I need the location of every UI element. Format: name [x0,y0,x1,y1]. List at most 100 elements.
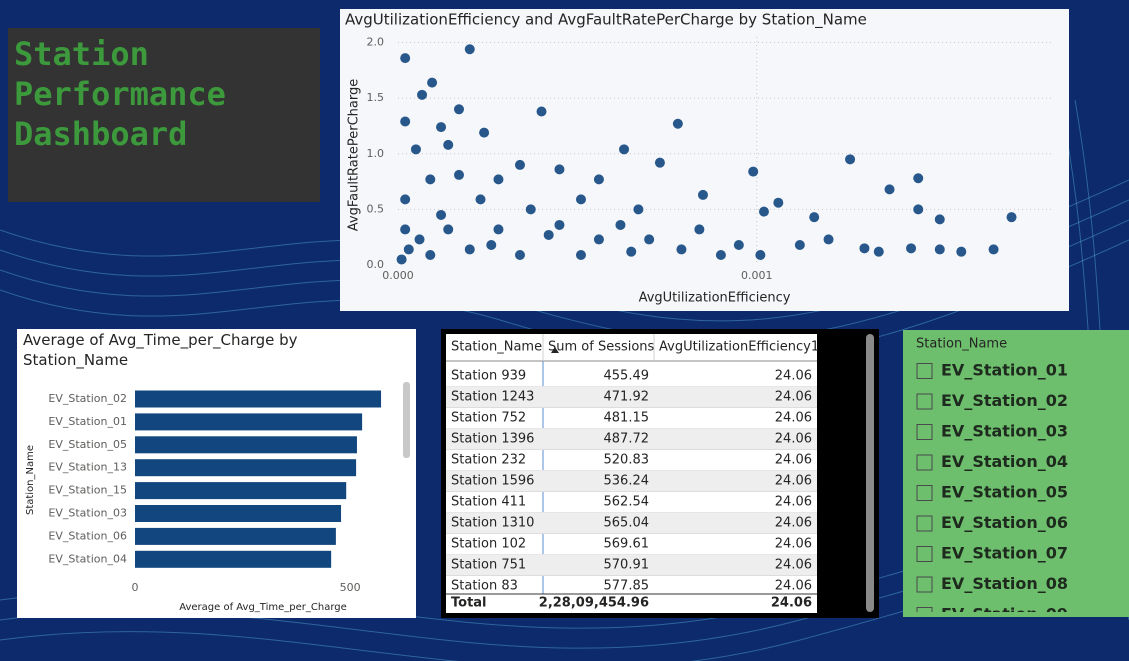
table-cell: 487.72 [604,432,650,447]
bar [135,482,347,500]
x-tick-label: 0.001 [741,269,773,282]
table-cell: Station 1243 [451,390,534,405]
x-axis-title: Average of Avg_Time_per_Charge [179,602,347,613]
scatter-point [809,212,820,223]
y-tick-label: EV_Station_02 [48,392,127,405]
scatter-point [400,194,411,205]
slicer-checkbox[interactable] [916,363,933,379]
scatter-point [525,204,536,215]
y-tick-label: EV_Station_13 [48,461,127,474]
y-tick-label: EV_Station_04 [48,552,127,565]
scatter-point [715,249,726,260]
total-cell: 24.06 [771,596,812,611]
total-cell: Total [451,596,487,611]
table-cell: Station 102 [451,537,526,552]
table-cell: Station 411 [451,495,526,510]
table-cell: 24.06 [775,537,812,552]
scatter-point [400,116,411,127]
slicer-item[interactable]: EV_Station_05 [941,483,1068,502]
y-tick-label: 0.0 [367,258,385,271]
bar [135,459,357,477]
table-scrollbar[interactable] [866,334,874,612]
x-tick-label: 0 [132,581,139,594]
slicer-item[interactable]: EV_Station_09 [941,605,1068,624]
scatter-point [554,219,565,230]
scatter-point [493,174,504,185]
scatter-point [593,174,604,185]
slicer-item[interactable]: EV_Station_02 [941,391,1068,410]
y-tick-label: 1.0 [367,147,385,160]
scatter-point [913,204,924,215]
row-band [446,512,817,534]
scatter-point [1006,212,1017,223]
slicer-checkbox[interactable] [916,576,933,593]
scatter-point [414,234,425,245]
table-cell: 24.06 [775,474,812,489]
slicer-item[interactable]: EV_Station_06 [941,513,1068,532]
scatter-point [873,246,884,257]
scatter-panel [340,9,1069,311]
scatter-point [988,244,999,255]
scatter-point [453,104,464,115]
table-cell: 24.06 [775,390,812,405]
slicer-item[interactable]: EV_Station_04 [941,452,1068,471]
y-tick-label: 0.5 [367,202,385,215]
scatter-point [748,166,759,177]
slicer-checkbox[interactable] [916,515,933,532]
y-tick-label: EV_Station_05 [48,438,127,451]
y-tick-label: EV_Station_01 [48,415,127,428]
scatter-point [593,234,604,245]
scatter-point [906,243,917,254]
bar [135,390,382,408]
slicer-checkbox[interactable] [916,454,933,471]
scatter-point [934,244,945,255]
scatter-point [475,194,486,205]
scatter-point [536,106,547,117]
scatter-point [773,197,784,208]
y-tick-label: 2.0 [367,36,385,49]
scatter-point [400,224,411,235]
sort-indicator [551,347,559,353]
row-band [446,386,817,408]
x-tick-label: 500 [340,581,361,594]
table-cell: 24.06 [775,432,812,447]
y-tick-label: 1.5 [367,91,385,104]
slicer-item[interactable]: EV_Station_01 [941,361,1068,380]
bar-scrollbar[interactable] [403,382,410,458]
table-cell: Station 939 [451,369,526,384]
slicer-checkbox[interactable] [916,607,933,623]
scatter-point [479,127,490,138]
slicer-item[interactable]: EV_Station_08 [941,574,1068,593]
scatter-point [884,184,895,195]
scatter-point [493,224,504,235]
scatter-point [575,249,586,260]
scatter-point [794,239,805,250]
column-header[interactable]: AvgUtilizationEfficiency1 [659,340,819,355]
column-header[interactable]: Sum of Sessions [548,340,655,355]
table-cell: 24.06 [775,369,812,384]
scatter-point [554,164,565,175]
y-axis-title: AvgFaultRatePerCharge [347,79,362,231]
column-header[interactable]: Station_Name [451,340,542,355]
slicer-checkbox[interactable] [916,546,933,562]
scatter-point [644,234,655,245]
y-axis-title: Station_Name [25,445,36,515]
slicer-checkbox[interactable] [916,393,933,410]
total-row [446,594,817,613]
scatter-point [410,144,421,155]
row-band [446,554,817,576]
chart-title: Average of Avg_Time_per_Charge by Station… [23,331,298,370]
table-cell: 24.06 [775,516,812,531]
slicer-item[interactable]: EV_Station_07 [941,544,1068,563]
slicer-checkbox[interactable] [916,424,933,440]
row-band [446,428,817,450]
chart-title-line: Station_Name [23,351,128,370]
slicer-checkbox[interactable] [916,485,933,501]
scatter-point [934,214,945,225]
slicer-item[interactable]: EV_Station_03 [941,422,1068,441]
scatter-point [758,206,769,217]
table-cell: Station 751 [451,558,526,573]
scatter-point [823,234,834,245]
